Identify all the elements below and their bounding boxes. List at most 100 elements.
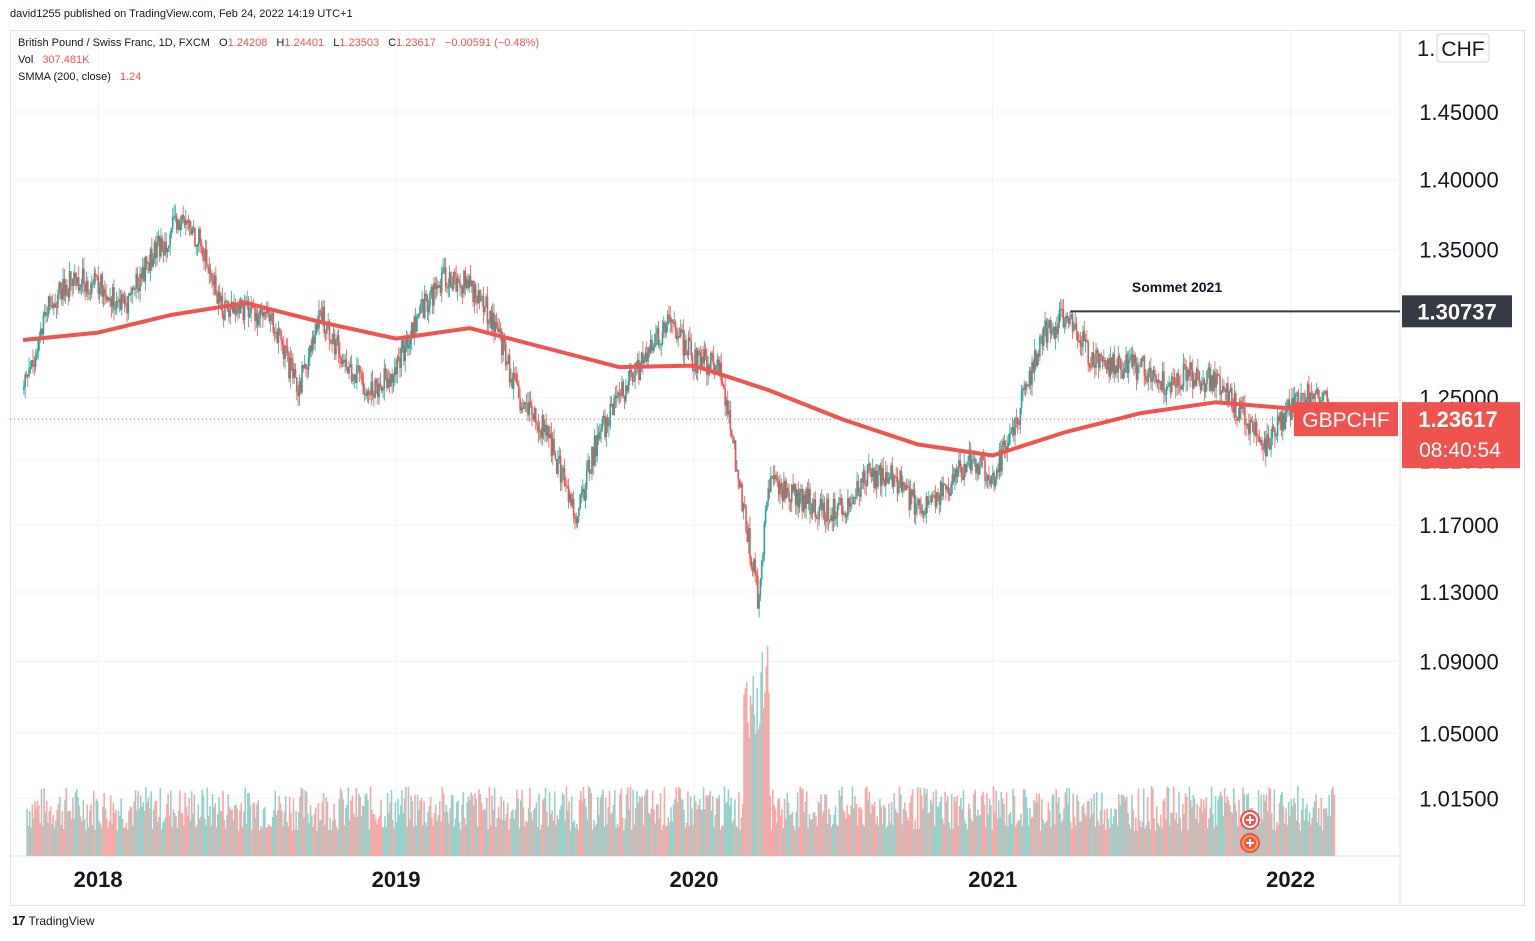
candle-body (1137, 366, 1139, 380)
candle-body (277, 328, 280, 343)
volume-bar (286, 821, 288, 856)
candle-body (1026, 383, 1028, 387)
candle-body (870, 471, 873, 477)
candle-body (763, 523, 766, 555)
volume-bar (1304, 808, 1307, 856)
volume-bar (888, 803, 890, 856)
volume-bar (367, 800, 369, 856)
volume-bar (1178, 791, 1180, 856)
candle-body (1170, 376, 1173, 393)
candle-body (314, 334, 316, 344)
candle-body (96, 275, 98, 278)
volume-bar (982, 791, 984, 856)
volume-bar (386, 793, 389, 856)
candle-body (26, 374, 29, 377)
legend-vol: 307.481K (42, 54, 90, 66)
volume-bar (171, 827, 173, 856)
volume-bar (659, 793, 662, 856)
candle-body (1321, 400, 1323, 402)
volume-bar (591, 829, 594, 856)
candle-body (839, 497, 841, 504)
legend-vol-label[interactable]: Vol (18, 54, 34, 66)
volume-bar (892, 825, 894, 856)
candle-body (741, 483, 743, 512)
volume-bar (358, 793, 360, 856)
candle-body (435, 285, 438, 290)
volume-bar (401, 790, 403, 856)
volume-bar (540, 824, 543, 856)
volume-bar (1289, 815, 1291, 856)
volume-bar (1052, 794, 1055, 856)
candle-body (1054, 326, 1057, 339)
symbol-tag[interactable] (1294, 402, 1398, 437)
volume-bar (1003, 804, 1005, 856)
volume-bar (700, 809, 702, 856)
volume-bar (136, 810, 138, 856)
volume-bar (1293, 798, 1295, 856)
volume-bar (162, 822, 164, 856)
volume-bar (1093, 793, 1095, 856)
volume-bar (1221, 796, 1223, 856)
volume-bar (177, 810, 180, 856)
candle-body (742, 504, 745, 512)
volume-bar (1162, 800, 1165, 856)
volume-bar (1312, 807, 1315, 856)
candle-body (1161, 371, 1164, 391)
legend-smma-label[interactable]: SMMA (200, close) (18, 71, 111, 83)
candle-body (255, 313, 258, 321)
volume-bar (211, 793, 214, 856)
volume-bar (1084, 813, 1086, 856)
volume-bar (1120, 794, 1123, 856)
candle-body (529, 401, 532, 406)
volume-bar (466, 802, 469, 856)
volume-bar (544, 788, 547, 856)
candle-body (439, 285, 442, 293)
candle-body (205, 249, 208, 265)
candle-body (190, 227, 192, 235)
candle-body (1313, 393, 1315, 400)
volume-bar (210, 825, 213, 856)
candle-body (918, 499, 921, 506)
volume-bar (762, 708, 765, 856)
candle-body (1206, 370, 1208, 384)
candle-body (98, 287, 101, 294)
volume-bar (1264, 801, 1266, 856)
footer-brand[interactable]: 17 TradingView (12, 913, 95, 928)
candle-body (836, 505, 839, 516)
candle-body (1031, 362, 1033, 385)
volume-bar (57, 803, 60, 856)
smma-line[interactable] (22, 301, 1335, 458)
candle-body (1268, 444, 1271, 450)
volume-bar (585, 806, 587, 856)
volume-bar (1133, 830, 1136, 856)
candle-body (461, 286, 464, 294)
volume-bar (375, 820, 377, 856)
candle-body (375, 379, 378, 383)
volume-bar (593, 819, 595, 856)
candle-body (310, 345, 312, 352)
candle-body (964, 463, 967, 472)
currency-badge[interactable] (1436, 33, 1490, 63)
candle-body (1029, 371, 1032, 385)
candle-body (366, 391, 369, 396)
volume-bar (570, 796, 573, 856)
volume-bar (681, 799, 684, 856)
legend-symbol[interactable]: British Pound / Swiss Franc, 1D, FXCM (18, 37, 210, 49)
volume-bar (299, 796, 301, 856)
candle-body (429, 292, 431, 307)
candle-body (365, 393, 367, 396)
volume-bar (1329, 816, 1332, 856)
candle-body (1151, 377, 1153, 383)
candle-body (687, 337, 690, 356)
candle-body (1100, 354, 1103, 357)
candle-body (404, 345, 406, 362)
volume-bar (530, 812, 533, 856)
volume-bar (420, 798, 423, 856)
volume-bar (606, 824, 608, 856)
volume-bar (487, 829, 489, 856)
candle-body (960, 466, 963, 478)
candle-body (925, 496, 928, 514)
candle-body (234, 302, 237, 315)
volume-bar (215, 827, 218, 856)
